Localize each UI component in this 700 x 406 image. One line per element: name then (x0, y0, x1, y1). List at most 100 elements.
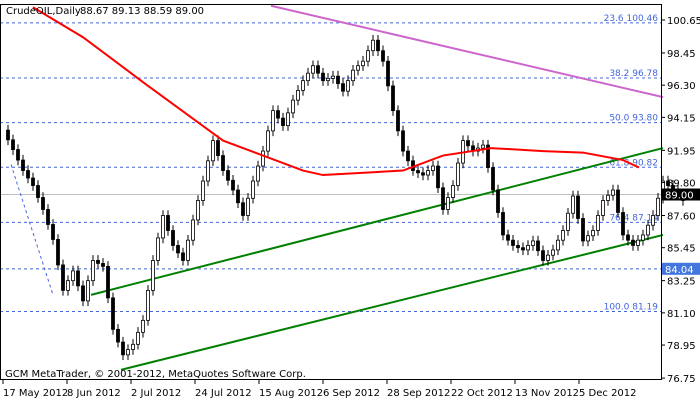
candle-body (466, 140, 470, 147)
candle-body (481, 144, 485, 149)
candle-body (386, 60, 390, 87)
candle-body (406, 150, 410, 162)
candle-body (71, 270, 75, 282)
candle-body (61, 264, 65, 291)
candle-body (441, 187, 445, 210)
candle-body (186, 239, 190, 261)
y-tick-label: 96.30 (667, 81, 696, 92)
candle-body (236, 189, 240, 204)
candle-body (511, 239, 515, 246)
x-tick-label: 2 Jul 2012 (131, 388, 181, 399)
candle-body (506, 234, 510, 241)
candle-body (136, 331, 140, 345)
candle-body (391, 85, 395, 112)
candle-body (556, 239, 560, 251)
candle-body (381, 50, 385, 62)
candle-body (421, 172, 425, 176)
candle-body (321, 72, 325, 82)
x-tick-label: 17 May 2012 (3, 388, 68, 399)
candle-body (601, 200, 605, 216)
candle-body (651, 215, 655, 226)
candle-body (211, 140, 215, 162)
level-marker-badge (662, 262, 700, 275)
candle-body (451, 185, 455, 198)
candle-body (36, 185, 40, 198)
candle-body (166, 215, 170, 231)
trendline (10, 164, 54, 296)
candle-body (636, 239, 640, 246)
candle-body (131, 343, 135, 350)
candle-body (141, 319, 145, 333)
candle-body (281, 117, 285, 127)
candle-body (521, 247, 525, 251)
candle-body (16, 149, 20, 161)
level-marker-label: 84.04 (665, 265, 694, 276)
trendline (120, 233, 664, 371)
chart-title: CrudeOIL,Daily (6, 6, 81, 17)
candle-body (151, 260, 155, 291)
candle-body (446, 197, 450, 210)
y-tick-label: 98.45 (667, 49, 696, 60)
candle-body (121, 341, 125, 356)
candle-body (341, 83, 345, 92)
fib-level-label: 76.4 87.14 (609, 213, 658, 223)
candle-body (91, 260, 95, 282)
candle-body (396, 110, 400, 132)
candle-body (86, 280, 90, 302)
candle-body (51, 224, 55, 240)
candle-body (356, 65, 360, 71)
candle-body (606, 194, 610, 201)
candle-body (96, 260, 100, 264)
candle-body (156, 237, 160, 261)
fib-level-label: 100.0 81.19 (604, 303, 659, 313)
candle-body (226, 170, 230, 181)
candle-body (41, 197, 45, 210)
candle-body (551, 249, 555, 256)
y-tick-label: 89.80 (667, 179, 696, 190)
candle-body (216, 140, 220, 156)
y-tick-label: 91.95 (667, 146, 696, 157)
candle-body (271, 110, 275, 132)
candle-body (111, 297, 115, 330)
y-tick-label: 76.75 (667, 374, 696, 385)
candle-body (116, 328, 120, 343)
candle-body (456, 162, 460, 186)
plot-frame (0, 4, 662, 380)
candle-body (81, 285, 85, 302)
candle-body (331, 75, 335, 79)
candle-body (161, 215, 165, 239)
candle-body (401, 130, 405, 152)
candle-body (306, 72, 310, 82)
candle-body (256, 165, 260, 182)
candle-body (576, 195, 580, 219)
ohlc-readout: 88.67 89.13 88.59 89.00 (80, 6, 204, 17)
candle-body (426, 170, 430, 176)
y-tick-label: 83.25 (667, 277, 696, 288)
candle-body (416, 170, 420, 174)
candle-body (66, 280, 70, 291)
candle-body (536, 240, 540, 252)
candle-body (231, 179, 235, 191)
y-tick-label: 87.60 (667, 211, 696, 222)
x-tick-label: 15 Aug 2012 (259, 388, 323, 399)
candle-body (616, 189, 620, 213)
candle-body (491, 167, 495, 191)
x-tick-label: 6 Sep 2012 (323, 388, 380, 399)
candle-body (221, 155, 225, 171)
fib-level-label: 38.2 96.78 (609, 69, 658, 79)
candle-body (366, 50, 370, 62)
candle-body (316, 65, 320, 74)
candle-body (581, 218, 585, 242)
candle-body (26, 170, 30, 179)
candle-body (531, 240, 535, 246)
candle-body (201, 180, 205, 201)
candle-body (196, 200, 200, 221)
candle-body (586, 235, 590, 242)
x-tick-label: 24 Jul 2012 (195, 388, 252, 399)
candle-body (176, 245, 180, 254)
candle-body (21, 159, 25, 171)
candle-body (611, 189, 615, 196)
candle-body (656, 197, 660, 216)
candle-body (336, 75, 340, 85)
